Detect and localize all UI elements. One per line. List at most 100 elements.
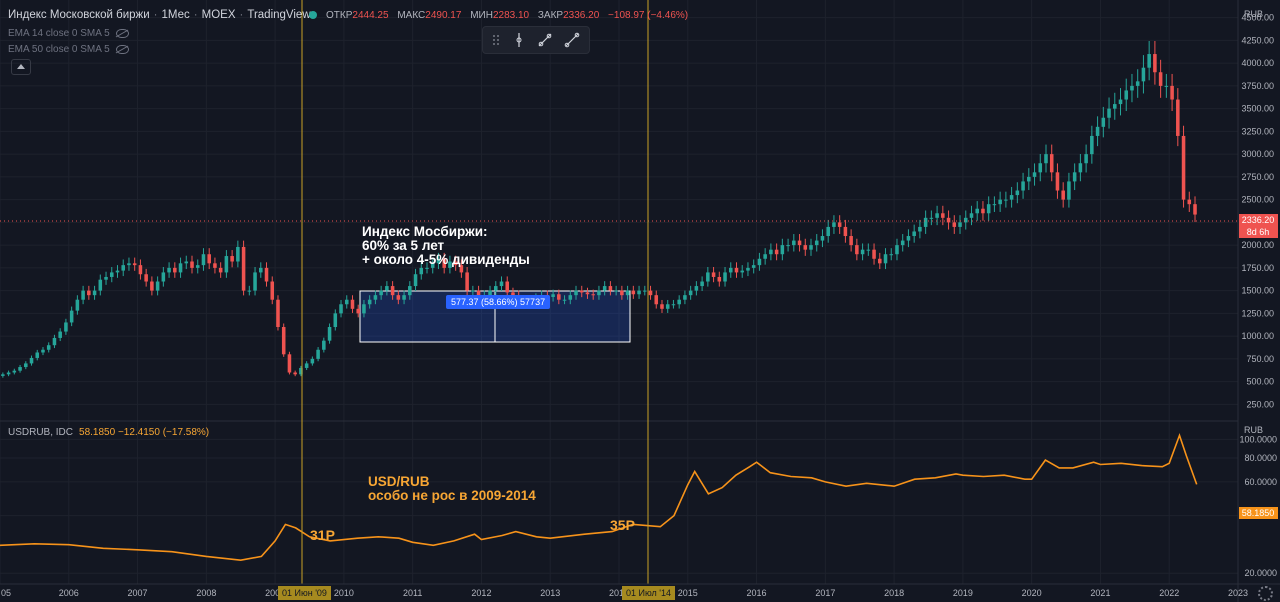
candle-body: [923, 217, 928, 227]
candle-body: [969, 213, 974, 218]
candle-body: [276, 299, 280, 328]
price-tick-label: 2000.00: [1241, 240, 1274, 250]
usd-tick-label: 80.0000: [1244, 453, 1277, 463]
candle-body: [866, 249, 871, 251]
candle-body: [356, 308, 360, 314]
price-tick-label: 250.00: [1246, 399, 1274, 409]
candle-body: [1141, 67, 1146, 82]
ohlc-low-value: 2283.10: [492, 10, 530, 21]
candle-body: [1158, 72, 1163, 86]
usdrub-legend[interactable]: USDRUB, IDC 58.1850 −12.4150 (−17.58%): [8, 427, 209, 438]
symbol-legend[interactable]: Индекс Московской биржи · 1Мес · MOEX · Tradin…: [8, 9, 311, 21]
candle-body: [946, 217, 951, 223]
time-tick-label: 2015: [678, 588, 698, 598]
indicator-ema50[interactable]: EMA 50 close 0 SMA 5: [8, 44, 129, 55]
candle-body: [1055, 172, 1060, 191]
ohlc-close-value: 2336.20: [563, 10, 600, 21]
settings-gear-icon[interactable]: [1258, 586, 1273, 601]
ohlc-high-key: МАКС: [397, 10, 426, 21]
candle-body: [218, 267, 223, 273]
measure-label[interactable]: 577.37 (58.66%) 57737: [446, 295, 551, 309]
price-axis-labels: 250.00 500.00 750.00 1000.00 1250.00 1500.00 1…: [1241, 13, 1274, 410]
candle-body: [814, 240, 819, 246]
candle-body: [1170, 85, 1174, 100]
candle-body: [683, 295, 687, 300]
drag-handle-icon[interactable]: [487, 31, 505, 49]
candle-body: [929, 217, 934, 219]
candle-body: [631, 290, 636, 295]
candle-body: [299, 367, 303, 375]
ohlc-open-value: 2444.25: [352, 10, 389, 21]
candle-body: [304, 363, 309, 368]
candle-body: [488, 290, 492, 296]
usd-tick-label: 100.0000: [1239, 434, 1277, 444]
candle-body: [757, 258, 762, 266]
candle-body: [803, 245, 808, 250]
usd-2014-mark[interactable]: 35Р: [610, 517, 635, 533]
usd-annotation[interactable]: USD/RUB особо не рос в 2009-2014: [368, 475, 536, 503]
candle-body: [751, 265, 756, 268]
candle-body: [396, 295, 401, 300]
candle-body: [574, 290, 578, 296]
current-usd-tag: [1239, 507, 1278, 519]
candle-body: [860, 249, 865, 255]
trend-line-tool-icon[interactable]: [536, 31, 554, 49]
vertical-line-tool-icon[interactable]: [510, 31, 528, 49]
candle-body: [442, 258, 446, 268]
price-tick-label: 500.00: [1246, 377, 1274, 387]
drawing-toolbar: [482, 26, 590, 54]
time-tick-label: 2018: [884, 588, 904, 598]
time-tick-label: 2023: [1228, 588, 1248, 598]
collapse-legend-button[interactable]: [11, 59, 31, 75]
candle-body: [493, 286, 498, 291]
candle-body: [287, 354, 292, 373]
candle-body: [585, 292, 590, 295]
candle-body: [602, 286, 607, 291]
candle-body: [436, 258, 441, 264]
candle-body: [362, 304, 366, 314]
ray-tool-icon[interactable]: [563, 31, 581, 49]
eye-hidden-icon[interactable]: [115, 44, 129, 54]
usdrub-line: [0, 432, 1198, 562]
time-tick-label: 2022: [1159, 588, 1179, 598]
time-tick-label: 2020: [1022, 588, 1042, 598]
candle-body: [665, 304, 670, 309]
candle-body: [281, 327, 286, 355]
candle-body: [975, 208, 979, 214]
candle-body: [390, 286, 395, 296]
candle-body: [46, 345, 51, 350]
current-price-tag: [1239, 214, 1278, 238]
candle-body: [1187, 199, 1192, 205]
candle-body: [941, 213, 945, 218]
candle-body: [104, 276, 108, 280]
time-tick-label: 2021: [1090, 588, 1110, 598]
candle-body: [568, 295, 573, 300]
candle-body: [551, 294, 555, 297]
usd-annotation-line2: особо не рос в 2009-2014: [368, 488, 536, 503]
candle-body: [207, 254, 211, 264]
price-tick-label: 1250.00: [1241, 308, 1274, 318]
candle-body: [883, 254, 888, 264]
candle-body: [1147, 54, 1151, 68]
moex-annotation[interactable]: Индекс Мосбиржи: 60% за 5 лет + около 4-…: [362, 225, 530, 267]
indicator-ema14[interactable]: EMA 14 close 0 SMA 5: [8, 28, 129, 39]
date-tag-2014: 01 Июл '14: [622, 586, 676, 600]
grid-lines: [0, 0, 1239, 584]
candle-body: [213, 263, 217, 268]
candle-body: [247, 290, 252, 292]
candle-body: [344, 299, 349, 305]
interval-label: 1Мес: [161, 9, 190, 21]
time-tick-label: 2017: [815, 588, 835, 598]
candle-body: [1009, 195, 1014, 200]
candle-body: [1004, 199, 1008, 201]
candle-body: [1067, 181, 1071, 200]
candle-body: [1078, 163, 1083, 173]
eye-hidden-icon[interactable]: [115, 28, 129, 38]
candle-body: [918, 226, 922, 232]
candle-body: [895, 245, 899, 255]
usd-2009-mark[interactable]: 31Р: [310, 527, 335, 543]
candle-body: [706, 272, 710, 282]
price-tick-label: 4000.00: [1241, 58, 1274, 68]
ohlc-open-key: ОТКР: [326, 10, 353, 21]
